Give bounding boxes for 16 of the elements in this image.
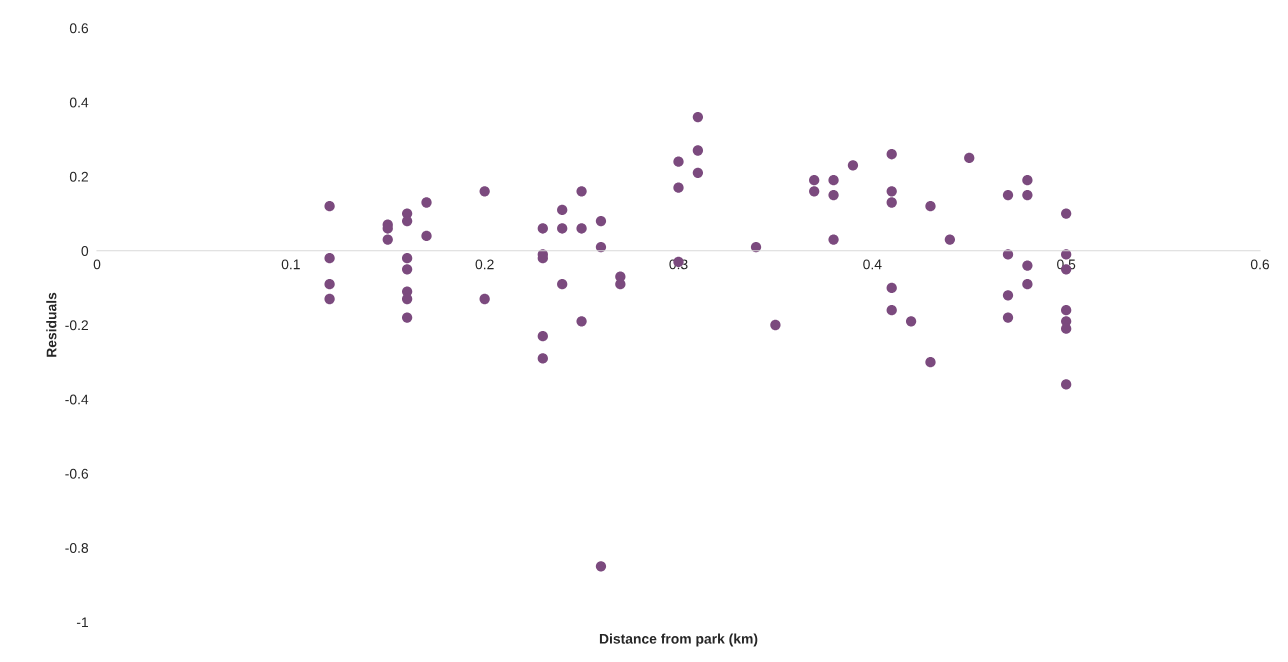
x-tick-label: 0.4 <box>863 259 882 270</box>
x-tick-label: 0.2 <box>475 259 494 270</box>
y-tick-label: -1 <box>76 617 88 628</box>
x-tick-label: 0 <box>93 259 101 270</box>
y-tick-label: -0.6 <box>65 468 89 479</box>
x-tick-label: 0.1 <box>281 259 300 270</box>
y-axis-title: Residuals <box>46 292 57 357</box>
y-tick-label: 0.6 <box>69 23 89 34</box>
x-tick-label: 0.6 <box>1250 259 1270 270</box>
y-tick-label: -0.4 <box>65 394 89 405</box>
y-tick-label: 0.4 <box>69 97 89 108</box>
y-tick-label: -0.2 <box>65 320 88 331</box>
x-axis-title: Distance from park (km) <box>599 633 758 647</box>
y-tick-label: -0.8 <box>65 543 89 553</box>
y-tick-label: 0 <box>81 246 89 256</box>
y-tick-label: 0.2 <box>69 171 88 182</box>
